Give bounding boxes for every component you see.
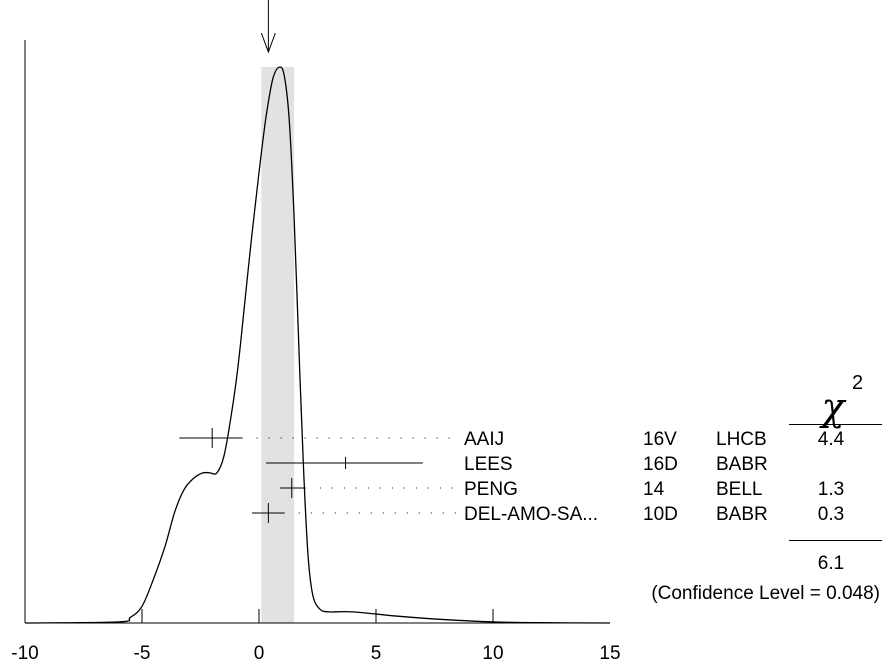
experiment-label: BABR — [716, 454, 768, 475]
author-label: PENG — [464, 479, 518, 500]
average-band — [261, 67, 295, 623]
arrow-head — [260, 32, 276, 54]
chi2-value: 4.4 — [818, 429, 845, 450]
x-tick-label: 5 — [371, 643, 382, 664]
average-arrow — [260, 0, 276, 54]
chi2-header: χ 2 — [818, 372, 863, 429]
ideogram-curve — [24, 66, 611, 624]
chi2-symbol: χ — [818, 385, 846, 429]
year-label: 10D — [643, 504, 678, 525]
x-tick-label: 10 — [482, 643, 503, 664]
year-label: 14 — [643, 479, 665, 500]
year-label: 16V — [643, 429, 677, 450]
x-tick-label: -5 — [134, 643, 151, 664]
author-label: AAIJ — [464, 429, 504, 450]
x-ticks: -10 -5 0 5 10 15 — [11, 609, 621, 664]
author-label: DEL-AMO-SA... — [464, 504, 598, 525]
year-label: 16D — [643, 454, 678, 475]
measurement-row: LEES 16D BABR — [266, 454, 768, 475]
experiment-label: BABR — [716, 504, 768, 525]
measurement-rows: AAIJ 16V LHCB 4.4 LEES 16D BABR PENG 14 BELL 1.3 DE… — [179, 428, 845, 525]
x-tick-label: 15 — [599, 643, 620, 664]
measurement-row: AAIJ 16V LHCB 4.4 — [179, 428, 845, 450]
chi2-total: 6.1 — [818, 553, 844, 574]
x-tick-label: 0 — [254, 643, 265, 664]
chi2-value: 0.3 — [818, 504, 844, 525]
experiment-label: LHCB — [716, 429, 767, 450]
chi2-value: 1.3 — [818, 479, 844, 500]
measurement-row: PENG 14 BELL 1.3 — [280, 478, 844, 500]
x-tick-label: -10 — [11, 643, 38, 664]
author-label: LEES — [464, 454, 513, 475]
confidence-level: (Confidence Level = 0.048) — [651, 583, 880, 604]
experiment-label: BELL — [716, 479, 762, 500]
measurement-row: DEL-AMO-SA... 10D BABR 0.3 — [251, 503, 844, 525]
chi2-exponent: 2 — [852, 372, 863, 394]
